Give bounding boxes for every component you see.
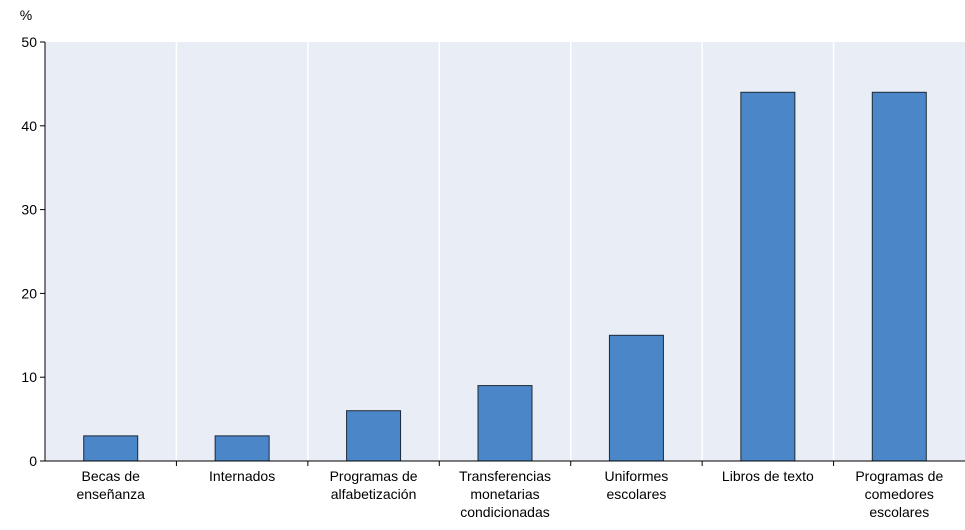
y-tick-label: 20	[21, 285, 37, 301]
bar	[477, 385, 533, 462]
bar	[608, 334, 664, 462]
x-tick-label: Becas de enseñanza	[76, 468, 145, 502]
bar	[83, 435, 139, 462]
y-tick-label: 10	[21, 369, 37, 385]
x-tick-label: Transferencias monetarias condicionadas	[459, 468, 551, 520]
x-tick-label: Programas de comedores escolares	[855, 468, 943, 520]
bar	[871, 91, 927, 462]
y-tick-label: 0	[29, 453, 37, 469]
bar	[214, 435, 270, 462]
x-tick-label: Libros de texto	[722, 468, 814, 484]
y-tick-label: 30	[21, 202, 37, 218]
y-tick-label: 40	[21, 118, 37, 134]
x-tick-label: Programas de alfabetización	[330, 468, 418, 502]
bar	[346, 410, 402, 462]
x-tick-label: Uniformes escolares	[605, 468, 669, 502]
bar	[740, 91, 796, 462]
y-tick-label: 50	[21, 34, 37, 50]
y-axis-label: %	[20, 7, 32, 23]
x-tick-label: Internados	[209, 468, 275, 484]
